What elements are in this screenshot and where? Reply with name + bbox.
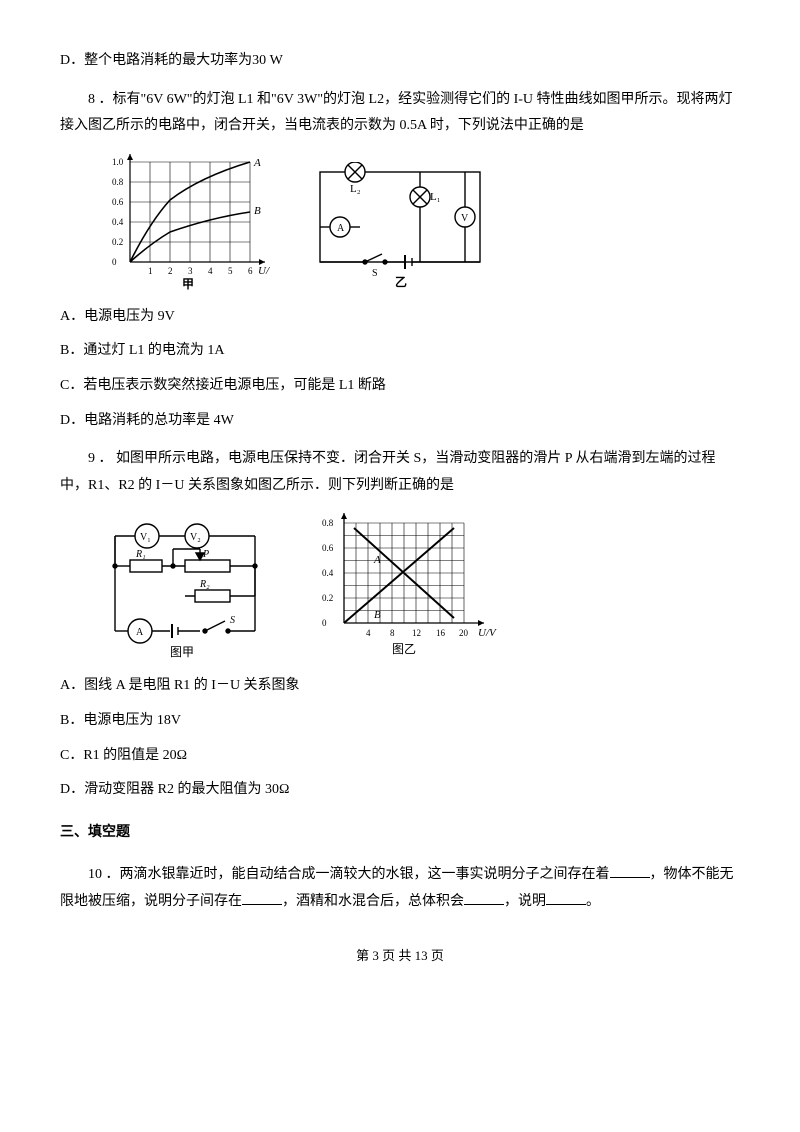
svg-text:20: 20 bbox=[459, 628, 469, 638]
svg-text:6: 6 bbox=[248, 266, 253, 276]
svg-text:V: V bbox=[461, 213, 469, 224]
section-3-title: 三、填空题 bbox=[60, 820, 740, 847]
svg-text:0.2: 0.2 bbox=[112, 237, 123, 247]
svg-text:3: 3 bbox=[188, 266, 193, 276]
q10-t3: ，酒精和水混合后，总体积会 bbox=[282, 894, 464, 909]
curve-b-label: B bbox=[254, 205, 261, 217]
svg-text:0.6: 0.6 bbox=[322, 543, 334, 553]
svg-text:0.4: 0.4 bbox=[112, 217, 124, 227]
q9-circuit: V₁ V₂ R₁ P R₂ A S 图甲 bbox=[100, 511, 270, 661]
q8-option-b: B．通过灯 L1 的电流为 1A bbox=[60, 338, 740, 365]
svg-text:A: A bbox=[373, 554, 381, 566]
svg-text:1.0: 1.0 bbox=[112, 157, 124, 167]
q8-option-c: C．若电压表示数突然接近电源电压，可能是 L1 断路 bbox=[60, 373, 740, 400]
svg-text:L₂: L₂ bbox=[350, 183, 361, 195]
q9-option-d: D．滑动变阻器 R2 的最大阻值为 30Ω bbox=[60, 777, 740, 804]
svg-text:0: 0 bbox=[322, 618, 327, 628]
svg-text:4: 4 bbox=[208, 266, 213, 276]
q9-circuit-caption: 图甲 bbox=[170, 645, 194, 659]
q9-chart-caption: 图乙 bbox=[392, 642, 416, 656]
svg-text:0.8: 0.8 bbox=[112, 177, 124, 187]
q10-num: 10 ． bbox=[88, 867, 120, 882]
svg-text:8: 8 bbox=[390, 628, 395, 638]
svg-text:U/V: U/V bbox=[478, 627, 497, 639]
svg-text:1: 1 bbox=[148, 266, 153, 276]
svg-text:I/A: I/A bbox=[109, 152, 124, 155]
q8-stem: 8 ．标有"6V 6W"的灯泡 L1 和"6V 3W"的灯泡 L2，经实验测得它… bbox=[60, 87, 740, 140]
q8-chart-caption: 甲 bbox=[182, 277, 194, 291]
q8-option-d: D．电路消耗的总功率是 4W bbox=[60, 408, 740, 435]
q9-option-c: C．R1 的阻值是 20Ω bbox=[60, 743, 740, 770]
svg-text:0.4: 0.4 bbox=[322, 568, 334, 578]
blank-1 bbox=[610, 863, 650, 878]
svg-text:B: B bbox=[374, 609, 381, 621]
blank-3 bbox=[464, 890, 504, 905]
svg-text:L₁: L₁ bbox=[430, 191, 441, 203]
svg-text:A: A bbox=[136, 627, 144, 638]
svg-text:0: 0 bbox=[112, 257, 117, 267]
svg-text:P: P bbox=[202, 549, 209, 560]
q10: 10 ．两滴水银靠近时，能自动结合成一滴较大的水银，这一事实说明分子之间存在着 ，… bbox=[60, 862, 740, 915]
svg-text:S: S bbox=[230, 615, 235, 626]
curve-a-label: A bbox=[253, 157, 261, 169]
svg-text:16: 16 bbox=[436, 628, 446, 638]
svg-text:V₁: V₁ bbox=[140, 532, 151, 543]
q9-chart: A B 0 0.2 0.4 0.6 0.8 4 8 12 16 20 I/A U… bbox=[310, 511, 500, 661]
svg-text:4: 4 bbox=[366, 628, 371, 638]
q10-t1: 两滴水银靠近时，能自动结合成一滴较大的水银，这一事实说明分子之间存在着 bbox=[120, 867, 610, 882]
blank-4 bbox=[546, 890, 586, 905]
svg-text:R₂: R₂ bbox=[199, 579, 210, 590]
svg-text:S: S bbox=[372, 268, 378, 279]
svg-text:U/V: U/V bbox=[258, 265, 270, 277]
q8-circuit-caption: 乙 bbox=[395, 275, 407, 289]
svg-text:0.6: 0.6 bbox=[112, 197, 124, 207]
svg-text:2: 2 bbox=[168, 266, 173, 276]
q8-chart: A B 0 0.2 0.4 0.6 0.8 1.0 1 2 3 4 5 6 I/… bbox=[100, 152, 270, 292]
q7-option-d: D．整个电路消耗的最大功率为30 W bbox=[60, 48, 740, 75]
q8-option-a: A．电源电压为 9V bbox=[60, 304, 740, 331]
q9-option-b: B．电源电压为 18V bbox=[60, 708, 740, 735]
page-footer: 第 3 页 共 13 页 bbox=[60, 944, 740, 969]
svg-text:R₁: R₁ bbox=[135, 549, 146, 560]
q8-circuit: L₂ L₁ A V S 乙 bbox=[310, 162, 490, 292]
svg-text:I/A: I/A bbox=[328, 511, 343, 514]
svg-text:A: A bbox=[337, 223, 345, 234]
svg-text:0.8: 0.8 bbox=[322, 518, 334, 528]
svg-text:5: 5 bbox=[228, 266, 233, 276]
q10-t4: ，说明 bbox=[504, 894, 546, 909]
svg-text:12: 12 bbox=[412, 628, 421, 638]
q9-option-a: A．图线 A 是电阻 R1 的 I－U 关系图象 bbox=[60, 673, 740, 700]
q9-stem: 9 ． 如图甲所示电路，电源电压保持不变．闭合开关 S，当滑动变阻器的滑片 P … bbox=[60, 446, 740, 499]
blank-2 bbox=[242, 890, 282, 905]
svg-text:V₂: V₂ bbox=[190, 532, 201, 543]
q10-t5: 。 bbox=[586, 894, 600, 909]
q9-figures: V₁ V₂ R₁ P R₂ A S 图甲 A B 0 0. bbox=[100, 511, 740, 661]
q8-figures: A B 0 0.2 0.4 0.6 0.8 1.0 1 2 3 4 5 6 I/… bbox=[100, 152, 740, 292]
svg-text:0.2: 0.2 bbox=[322, 593, 333, 603]
